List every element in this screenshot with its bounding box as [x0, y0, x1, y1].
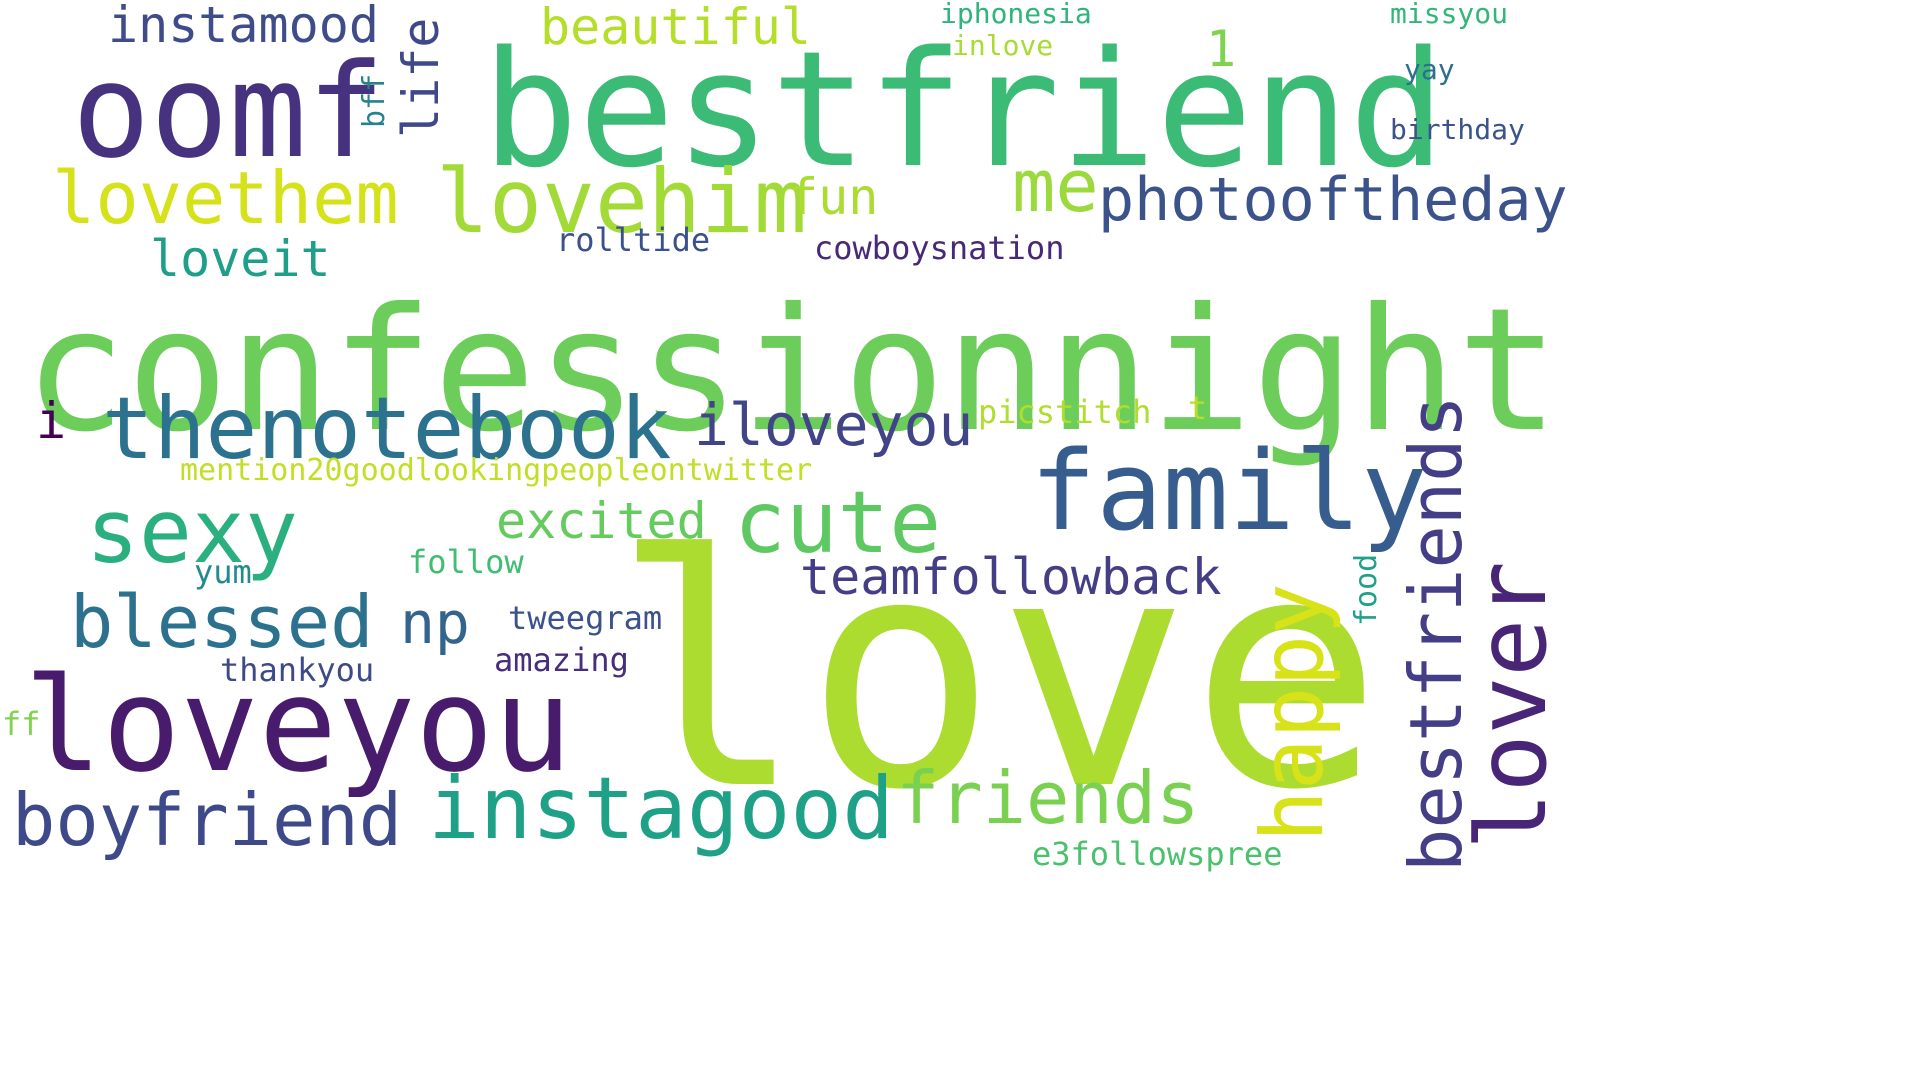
word-lovethem: lovethem	[52, 156, 399, 240]
word-instagood: instagood	[428, 759, 894, 859]
word-ff: ff	[2, 705, 41, 743]
word-missyou: missyou	[1390, 0, 1509, 30]
word-happy: happy	[1243, 583, 1343, 842]
word-i: i	[36, 392, 67, 450]
word-inlove: inlove	[952, 29, 1054, 62]
word-loveyou: loveyou	[24, 649, 572, 801]
word-follow: follow	[408, 543, 524, 581]
word-mention20goodlookingpeopleontwitter: mention20goodlookingpeopleontwitter	[180, 453, 813, 488]
word-excited: excited	[496, 492, 707, 550]
word-love: love	[612, 488, 1383, 860]
word-food: food	[1349, 553, 1384, 626]
word-lovehim: lovehim	[436, 150, 807, 253]
word-cowboysnation: cowboysnation	[814, 229, 1065, 267]
word-cute: cute	[734, 473, 942, 573]
word-lover: lover	[1456, 561, 1568, 850]
word-confessionnight: confessionnight	[24, 272, 1560, 470]
word-beautiful: beautiful	[540, 0, 811, 56]
word-blessed: blessed	[70, 580, 374, 664]
word-me: me	[1012, 144, 1099, 228]
word-friends: friends	[896, 756, 1200, 840]
word-bestfriend: bestfriend	[482, 16, 1446, 203]
word-photooftheday: photooftheday	[1098, 165, 1568, 235]
word-iloveyou: iloveyou	[694, 391, 974, 459]
word-e3followspree: e3followspree	[1032, 835, 1283, 873]
word-tweegram: tweegram	[508, 599, 663, 637]
word-np: np	[400, 589, 470, 657]
word-1: 1	[1206, 20, 1237, 78]
word-teamfollowback: teamfollowback	[800, 548, 1222, 606]
word-instamood: instamood	[108, 0, 379, 54]
word-bff: bff	[357, 73, 392, 128]
word-thenotebook: thenotebook	[102, 379, 672, 479]
word-bestfriends: bestfriends	[1394, 395, 1478, 872]
word-loveit: loveit	[150, 230, 331, 288]
word-yum: yum	[194, 553, 252, 591]
word-rolltide: rolltide	[556, 221, 711, 259]
word-amazing: amazing	[494, 641, 629, 679]
word-t: t	[1188, 389, 1208, 427]
word-iphonesia: iphonesia	[940, 0, 1092, 30]
word-picstitch: picstitch	[978, 393, 1152, 431]
word-thankyou: thankyou	[220, 651, 375, 689]
word-sexy: sexy	[86, 480, 298, 583]
word-boyfriend: boyfriend	[12, 778, 403, 862]
word-family: family	[1030, 427, 1428, 555]
word-fun: fun	[788, 168, 879, 226]
word-life: life	[392, 17, 450, 138]
word-yay: yay	[1404, 53, 1455, 86]
word-oomf: oomf	[72, 35, 386, 187]
word-birthday: birthday	[1390, 113, 1525, 146]
